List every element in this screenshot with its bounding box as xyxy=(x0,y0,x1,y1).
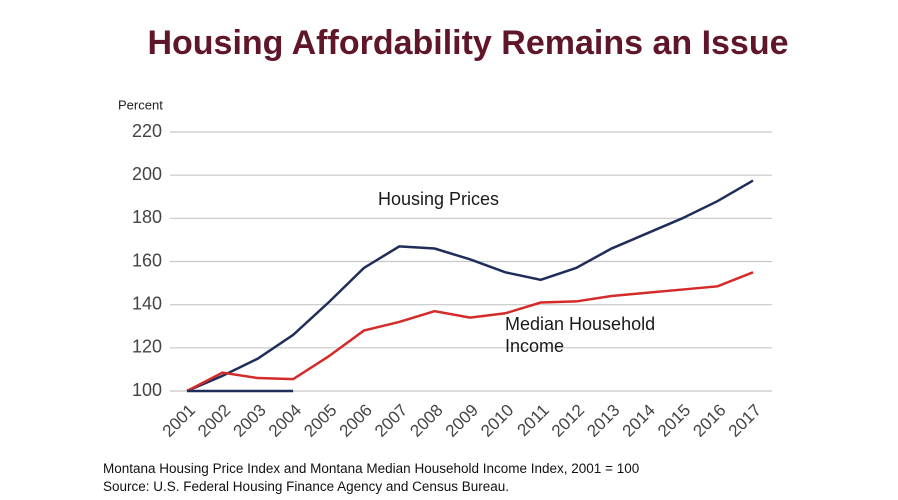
x-tick-label: 2004 xyxy=(265,401,305,441)
x-tick-label: 2002 xyxy=(194,401,234,441)
x-tick-label: 2014 xyxy=(619,401,659,441)
y-tick-label: 120 xyxy=(132,337,162,357)
series-label: Housing Prices xyxy=(378,189,500,209)
note: Montana Housing Price Index and Montana … xyxy=(103,461,640,476)
x-tick-label: 2011 xyxy=(513,401,552,440)
series-label: Median Household Income xyxy=(505,314,656,356)
x-tick-label: 2006 xyxy=(336,401,376,441)
x-tick-label: 2001 xyxy=(159,401,199,441)
y-tick-label: 220 xyxy=(132,121,162,141)
y-tick-label: 180 xyxy=(132,207,162,227)
y-tick-label: 100 xyxy=(132,380,162,400)
y-tick-label: 200 xyxy=(132,164,162,184)
y-tick-label: 140 xyxy=(132,293,162,313)
x-tick-label: 2005 xyxy=(300,401,340,441)
note: Source: U.S. Federal Housing Finance Age… xyxy=(103,479,509,494)
chart-title: Housing Affordability Remains an Issue xyxy=(147,24,788,62)
x-tick-label: 2016 xyxy=(689,401,729,441)
x-tick-label: 2012 xyxy=(548,401,588,441)
x-tick-label: 2003 xyxy=(230,401,270,441)
series-line xyxy=(186,179,754,393)
x-tick-label: 2007 xyxy=(371,401,411,441)
y-axis-label: Percent xyxy=(118,97,163,112)
y-tick-label: 160 xyxy=(132,250,162,270)
x-tick-label: 2017 xyxy=(725,401,765,441)
x-tick-label: 2009 xyxy=(442,401,482,441)
x-tick-label: 2015 xyxy=(654,401,694,441)
x-tick-label: 2013 xyxy=(583,401,623,441)
x-tick-label: 2008 xyxy=(406,401,446,441)
x-tick-label: 2010 xyxy=(477,401,517,441)
series-line xyxy=(186,271,754,393)
